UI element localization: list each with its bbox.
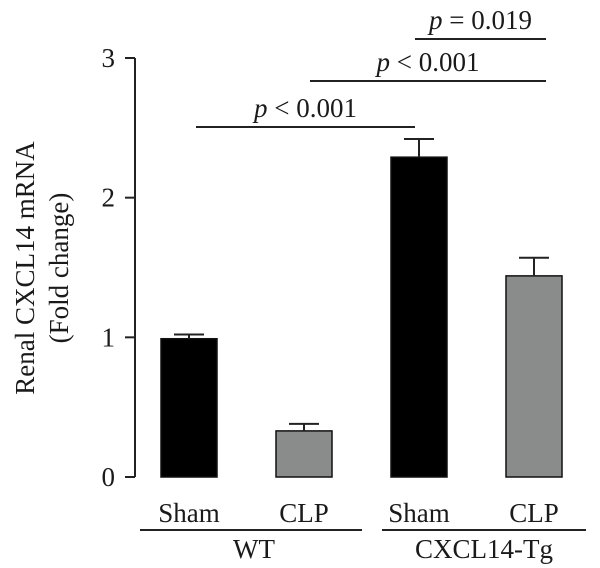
category-label: CLP <box>279 498 329 528</box>
y-axis-title-line2: (Fold change) <box>44 193 74 344</box>
y-tick-label: 0 <box>102 462 116 492</box>
bar <box>275 430 333 478</box>
significance-brackets: p < 0.001 p < 0.001 p = 0.019 <box>196 5 546 128</box>
category-label: Sham <box>388 498 450 528</box>
bar <box>160 337 218 478</box>
category-label: Sham <box>158 498 220 528</box>
bars <box>160 138 563 478</box>
p-value-label: p < 0.001 <box>375 47 480 77</box>
bar <box>505 275 563 478</box>
p-value-label: p = 0.019 <box>427 5 532 35</box>
axes: 0 1 2 3 <box>102 43 136 492</box>
bar <box>390 156 448 478</box>
category-label: CLP <box>509 498 559 528</box>
group-label: CXCL14-Tg <box>415 534 553 564</box>
y-tick-label: 2 <box>102 183 116 213</box>
y-tick-label: 3 <box>102 43 116 73</box>
y-axis-title-line1: Renal CXCL14 mRNA <box>10 141 40 395</box>
y-tick-label: 1 <box>102 322 116 352</box>
p-value-label: p < 0.001 <box>252 93 357 123</box>
group-label: WT <box>233 534 275 564</box>
